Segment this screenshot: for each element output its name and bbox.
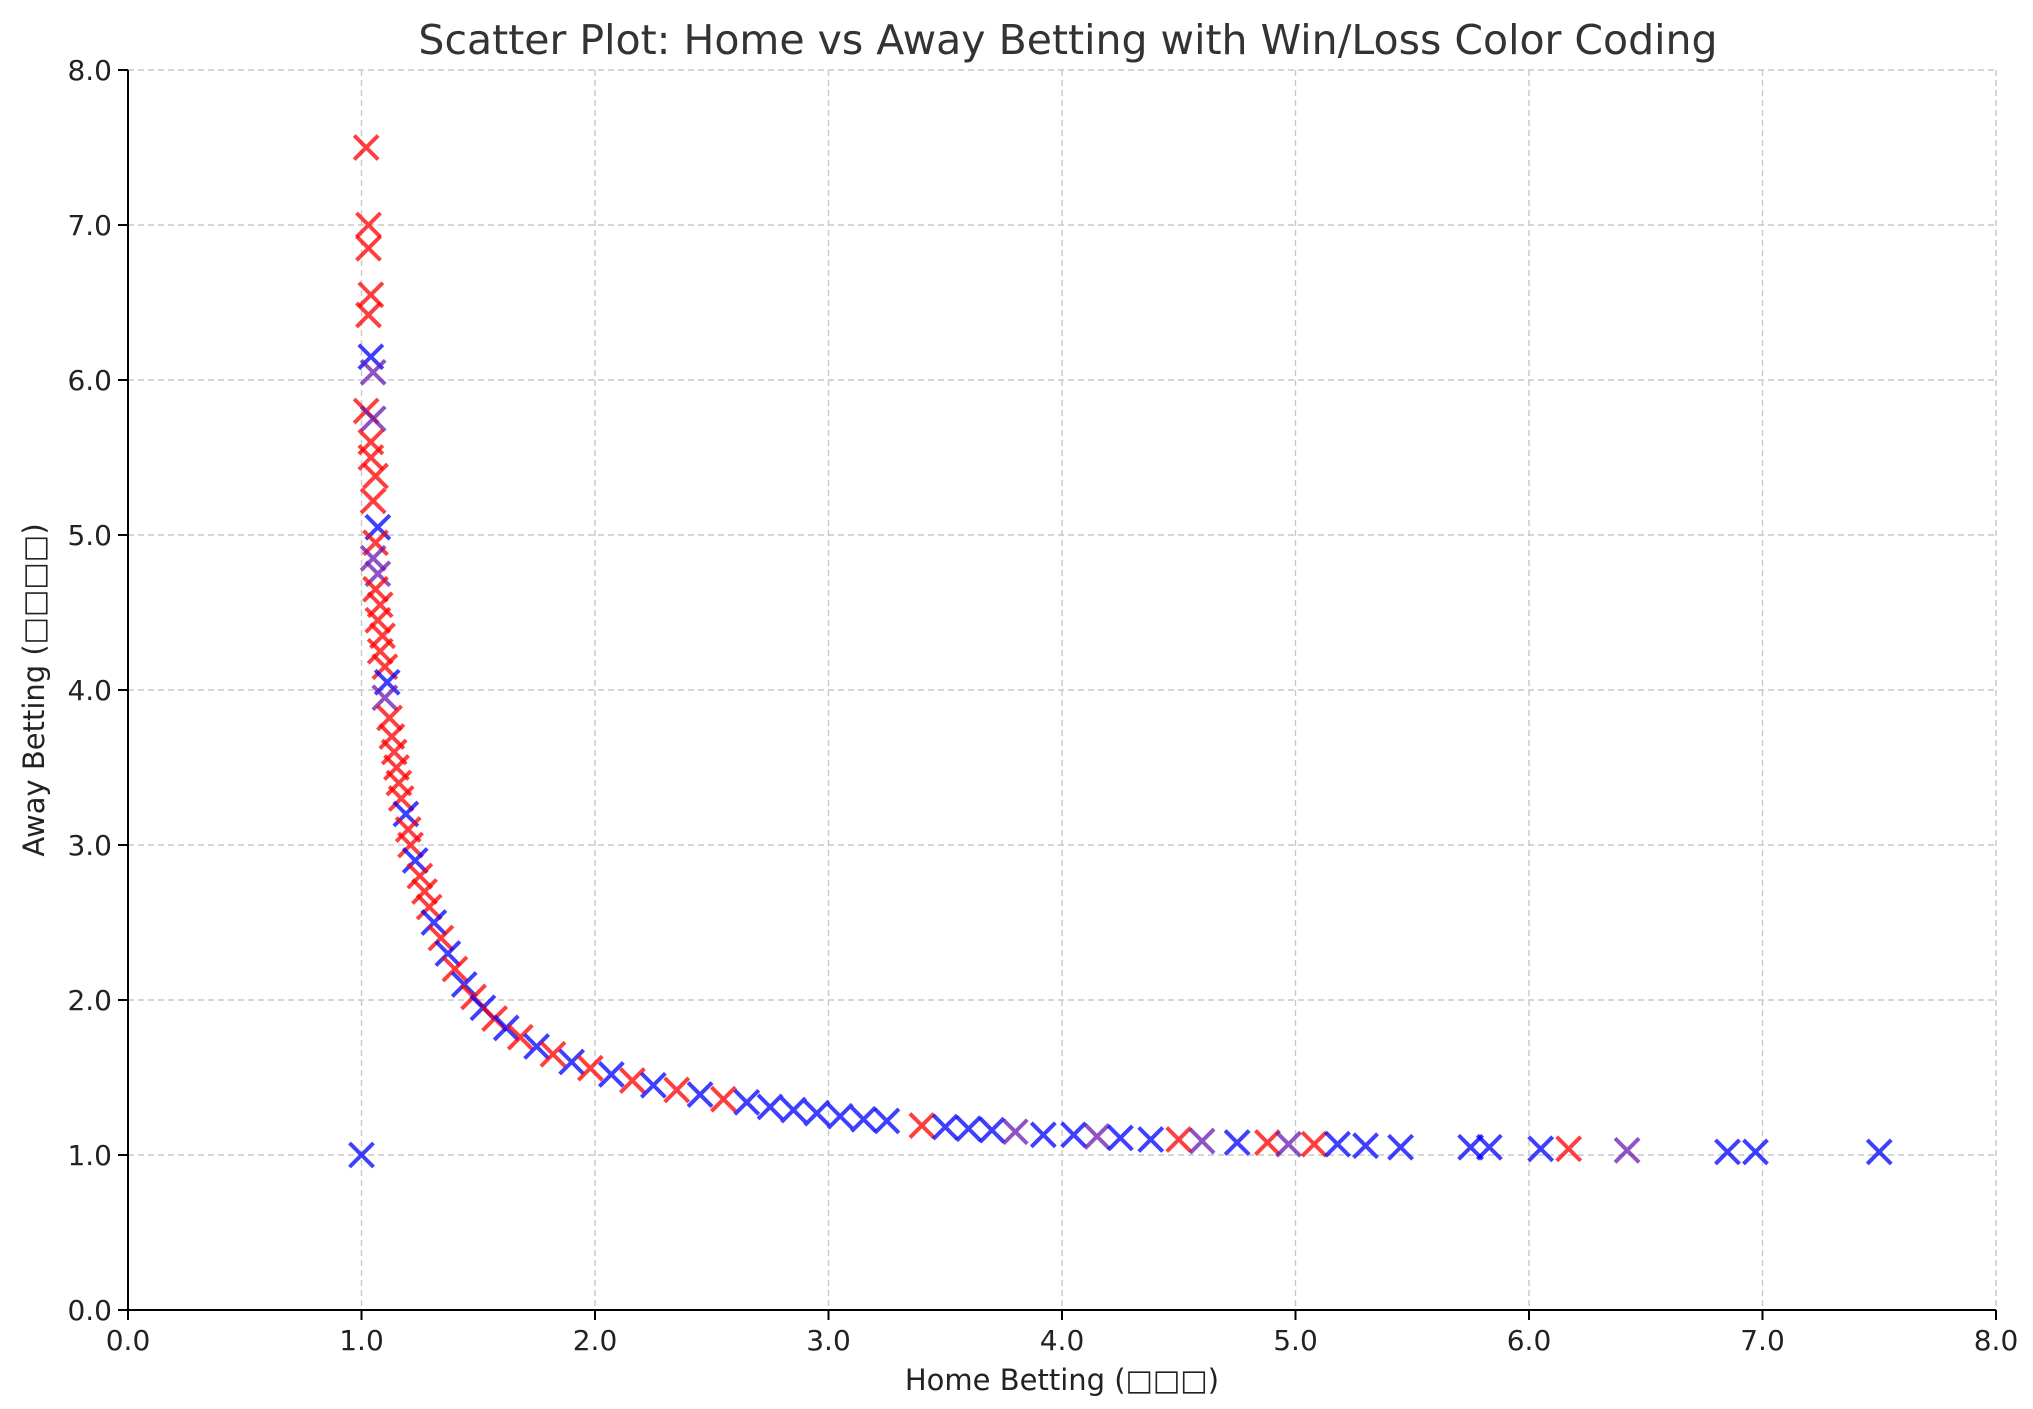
data-point [1223,1129,1251,1157]
data-point [348,1141,375,1169]
data-point [733,1088,761,1116]
data-point [756,1093,784,1121]
x-tick-label: 0.0 [106,1324,151,1357]
data-point [1555,1135,1583,1163]
data-point [411,878,438,905]
data-point [523,1033,551,1060]
data-point [359,487,387,515]
data-point [355,301,382,329]
data-point [387,785,415,812]
data-point [1106,1124,1134,1152]
data-point [1060,1121,1088,1149]
data-point [576,1054,604,1082]
data-point [1324,1130,1351,1158]
axis-ticks: 0.0 1.0 2.0 3.0 4.0 5.0 6.0 7.0 8.0 0.0 1.0 2.0 3.0 4… [67,54,2018,1357]
data-point [352,134,380,161]
data-point [450,971,478,998]
y-tick-label: 3.0 [67,829,112,862]
x-tick-label: 4.0 [1040,1324,1085,1357]
data-point [1742,1138,1769,1166]
data-point [908,1112,936,1139]
y-tick-label: 0.0 [67,1294,112,1327]
data-point [850,1105,877,1133]
x-axis-label: Home Betting (□□□) [905,1363,1219,1397]
chart-title: Scatter Plot: Home vs Away Betting with … [418,16,1717,64]
data-point [710,1085,737,1113]
data-point [780,1096,807,1124]
data-point [355,234,382,262]
y-tick-label: 7.0 [67,209,112,242]
data-point [1029,1121,1057,1149]
y-tick-label: 4.0 [67,674,112,707]
data-point [1083,1122,1111,1150]
y-tick-label: 8.0 [67,54,112,87]
data-point [359,405,387,433]
y-tick-label: 5.0 [67,519,112,552]
data-point [1475,1133,1503,1161]
data-point [1165,1126,1193,1153]
data-point [1527,1135,1555,1163]
x-tick-label: 7.0 [1740,1324,1785,1357]
data-point [1613,1136,1641,1164]
x-tick-label: 6.0 [1507,1324,1552,1357]
data-point [397,831,424,859]
data-point [355,211,382,239]
y-axis-label: Away Betting (□□□□) [17,523,51,856]
data-point [1300,1130,1328,1158]
data-point [364,606,392,634]
data-point [359,544,387,572]
data-point [506,1023,534,1051]
y-tick-label: 2.0 [67,984,112,1017]
data-point [955,1115,983,1143]
data-point [1865,1138,1893,1166]
data-point [1254,1129,1281,1157]
data-point [434,940,462,967]
data-point [371,684,399,712]
data-point [420,909,448,936]
data-point [639,1071,667,1099]
data-point [1188,1127,1216,1155]
data-point [826,1102,854,1130]
data-point [362,575,389,603]
data-point [492,1014,520,1042]
x-tick-label: 3.0 [806,1324,851,1357]
data-point [357,444,385,471]
data-point [539,1040,567,1068]
data-point [401,847,429,874]
data-point [1352,1132,1379,1160]
data-point [686,1081,714,1108]
data-points [348,134,1893,1169]
data-point [406,862,434,890]
data-point [978,1116,1006,1144]
data-point [441,955,469,983]
data-point [1275,1130,1302,1158]
data-point [366,637,394,665]
x-tick-label: 8.0 [1974,1324,2019,1357]
data-point [558,1048,586,1076]
data-point [618,1067,646,1095]
data-point [359,358,387,386]
data-point [1714,1138,1741,1166]
x-tick-label: 5.0 [1273,1324,1318,1357]
data-point [803,1099,831,1127]
x-tick-label: 1.0 [339,1324,384,1357]
data-point [1137,1126,1165,1153]
data-point [362,462,389,490]
data-point [1001,1118,1029,1146]
data-point [427,924,455,952]
y-tick-label: 6.0 [67,364,112,397]
data-point [415,893,443,921]
data-point [931,1113,959,1141]
data-point [1387,1133,1414,1161]
x-tick-label: 2.0 [573,1324,618,1357]
data-point [597,1060,625,1088]
data-point [663,1076,691,1104]
data-point [873,1107,901,1135]
y-tick-label: 1.0 [67,1139,112,1172]
